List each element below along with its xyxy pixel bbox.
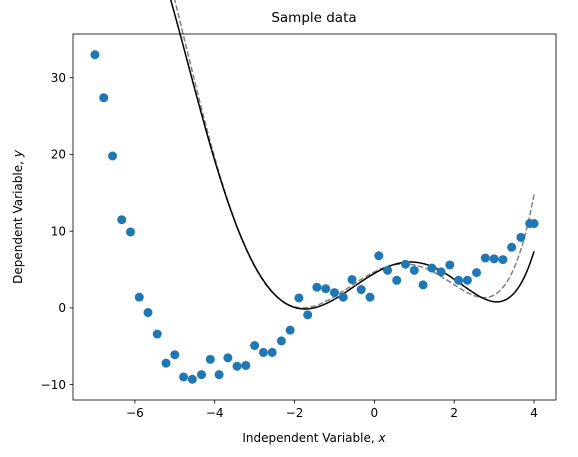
data-point <box>445 260 454 269</box>
data-point <box>286 326 295 335</box>
y-axis-label-var: y <box>11 149 25 158</box>
data-point <box>215 370 224 379</box>
x-tick-label: −2 <box>286 406 304 420</box>
data-point <box>392 276 401 285</box>
plot-area <box>73 0 556 400</box>
chart-title: Sample data <box>271 10 356 26</box>
data-point <box>303 310 312 319</box>
data-point <box>294 293 303 302</box>
x-axis-label-text: Independent Variable, <box>242 431 378 445</box>
y-tick-label: 30 <box>51 71 66 85</box>
y-tick-label: 0 <box>58 301 66 315</box>
data-point <box>277 336 286 345</box>
data-point <box>250 341 259 350</box>
y-axis-ticks: −10 0 10 20 30 <box>41 71 73 392</box>
data-point <box>99 93 108 102</box>
data-point <box>223 353 232 362</box>
data-point <box>135 293 144 302</box>
data-point <box>170 350 179 359</box>
data-point <box>454 276 463 285</box>
solid-fit-line <box>95 0 534 309</box>
x-tick-label: −4 <box>206 406 224 420</box>
data-point <box>153 330 162 339</box>
data-point <box>188 375 197 384</box>
y-axis-label: Dependent Variable, y <box>11 149 25 284</box>
y-tick-label: −10 <box>41 378 66 392</box>
data-point <box>348 275 357 284</box>
data-point <box>108 152 117 161</box>
data-point <box>144 308 153 317</box>
data-point <box>481 254 490 263</box>
fit-curves <box>95 0 534 309</box>
data-point <box>233 362 242 371</box>
data-point <box>206 355 215 364</box>
data-point <box>530 219 539 228</box>
x-tick-label: 0 <box>371 406 379 420</box>
data-point <box>472 268 481 277</box>
dashed-fit-line <box>95 0 534 308</box>
data-point <box>490 254 499 263</box>
y-axis-label-text: Dependent Variable, <box>11 157 25 284</box>
data-point <box>259 348 268 357</box>
axes-frame <box>73 34 556 400</box>
data-point <box>463 276 472 285</box>
x-tick-label: 4 <box>530 406 538 420</box>
data-point <box>427 264 436 273</box>
data-point <box>179 372 188 381</box>
data-point <box>90 50 99 59</box>
data-point <box>419 280 428 289</box>
data-point <box>268 348 277 357</box>
x-axis-label-var: x <box>377 431 386 445</box>
y-tick-label: 10 <box>51 224 66 238</box>
data-point <box>339 293 348 302</box>
data-point <box>365 293 374 302</box>
data-point <box>374 251 383 260</box>
data-point <box>437 267 446 276</box>
data-point <box>126 227 135 236</box>
x-axis-label: Independent Variable, x <box>242 431 386 445</box>
x-tick-label: −6 <box>126 406 144 420</box>
data-points <box>90 50 538 384</box>
data-point <box>330 288 339 297</box>
x-tick-label: 2 <box>450 406 458 420</box>
data-point <box>498 255 507 264</box>
data-point <box>197 370 206 379</box>
data-point <box>117 215 126 224</box>
data-point <box>516 233 525 242</box>
data-point <box>162 359 171 368</box>
y-tick-label: 20 <box>51 148 66 162</box>
data-point <box>507 243 516 252</box>
data-point <box>312 283 321 292</box>
data-point <box>383 266 392 275</box>
data-point <box>241 361 250 370</box>
data-point <box>401 260 410 269</box>
x-axis-ticks: −6 −4 −2 0 2 4 <box>126 400 538 420</box>
data-point <box>410 266 419 275</box>
data-point <box>321 284 330 293</box>
data-point <box>357 285 366 294</box>
